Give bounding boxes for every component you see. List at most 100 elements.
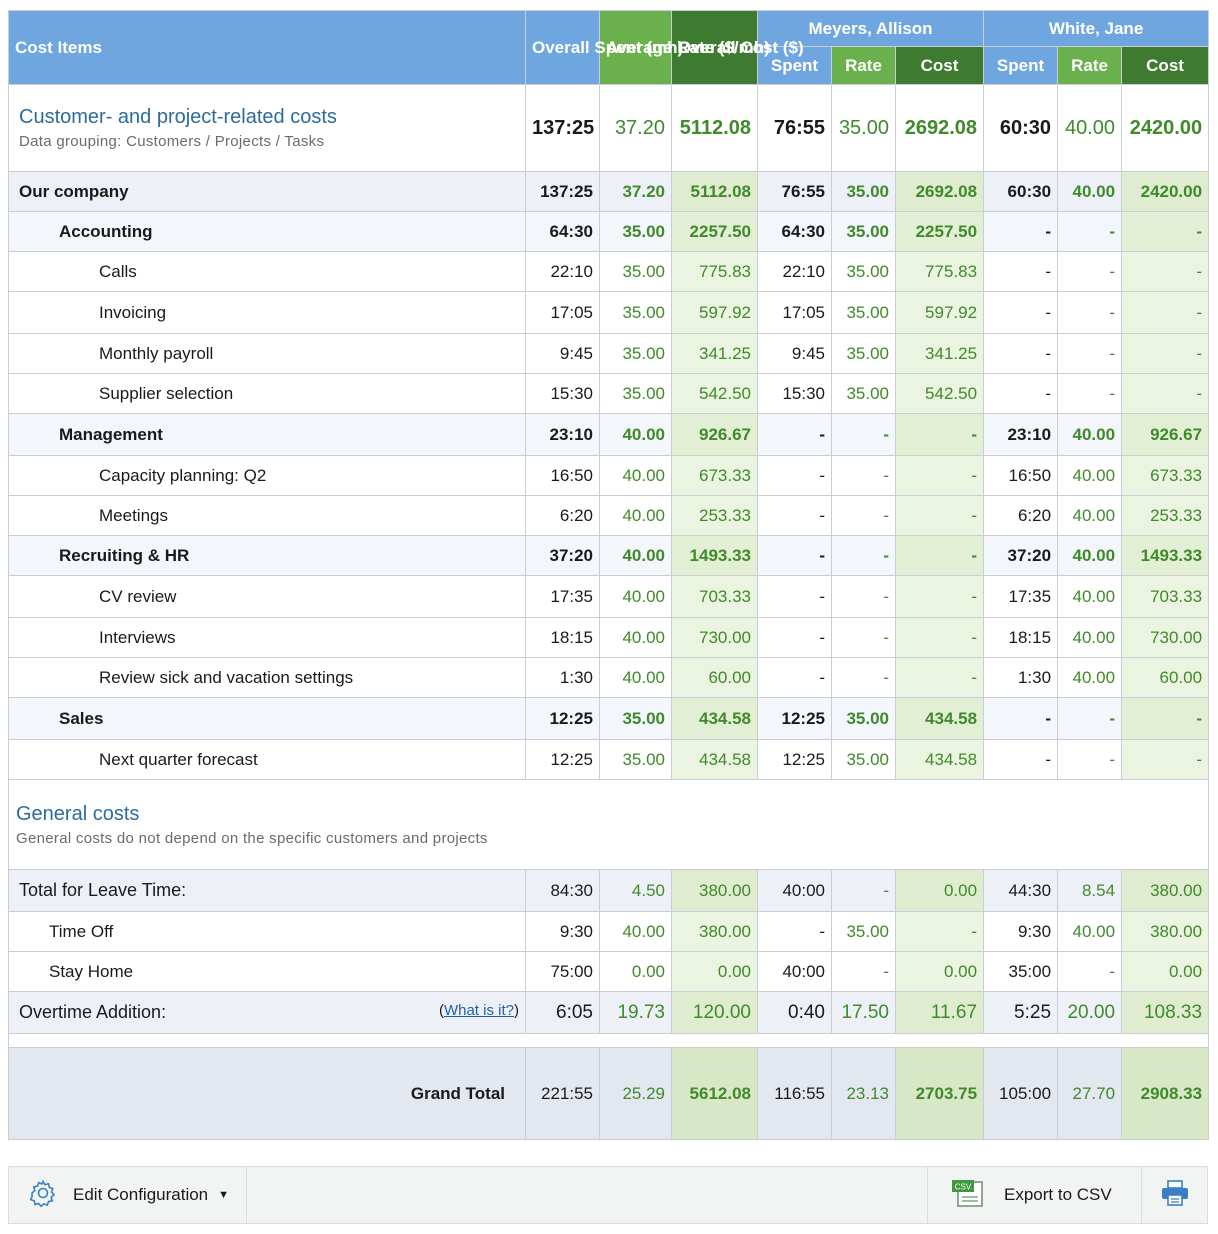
edit-configuration-label: Edit Configuration (73, 1185, 209, 1204)
section-meyers-cost: 2692.08 (894, 84, 985, 172)
cell-meyers-cost: - (894, 575, 985, 618)
group-row: Sales 12:25 35.00 434.58 12:25 35.00 434.58- - - (8, 697, 1210, 740)
cell-overall-spent: 1:30 (525, 657, 600, 698)
cell-average-rate: 40.00 (599, 535, 672, 576)
cell-average-rate: 35.00 (599, 373, 672, 414)
group-row: Management 23:10 40.00 926.67- - -23:10 40.00 9… (8, 413, 1210, 456)
overtime-white-cost: 108.33 (1121, 991, 1210, 1034)
leave-white-cost: 380.00 (1121, 869, 1210, 912)
cell-white-rate: 40.00 (1057, 455, 1123, 496)
edit-configuration-button[interactable]: Edit Configuration ▼ (9, 1167, 247, 1223)
cell-meyers-rate: 35.00 (831, 697, 896, 740)
cell-overall-cost: 60.00 (671, 657, 758, 698)
cell-white-spent: 23:10 (983, 413, 1059, 456)
cell-white-cost: 0.00 (1121, 951, 1210, 992)
cell-white-cost: - (1121, 211, 1210, 252)
leave-total-label: Total for Leave Time: (8, 869, 526, 912)
cell-overall-spent: 18:15 (525, 617, 600, 658)
cell-white-cost: 1493.33 (1121, 535, 1210, 576)
section-project-costs: Customer- and project-related costs Data… (8, 84, 1210, 172)
section-white-spent: 60:30 (983, 84, 1059, 172)
bottom-toolbar: Edit Configuration ▼ CSV Export to CSV (8, 1166, 1208, 1224)
cell-meyers-rate: 35.00 (831, 211, 896, 252)
row-label: Management (8, 413, 526, 456)
caret-down-icon: ▼ (218, 1189, 230, 1201)
leave-row-time-off: Time Off 9:30 40.00 380.00 - 35.00 - 9:3… (8, 911, 1210, 952)
cell-white-rate: 40.00 (1057, 495, 1123, 536)
cell-white-spent: 16:50 (983, 455, 1059, 496)
leave-white-spent: 44:30 (983, 869, 1059, 912)
leave-meyers-cost: 0.00 (894, 869, 985, 912)
cell-meyers-spent: 64:30 (757, 211, 832, 252)
cell-average-rate: 40.00 (599, 575, 672, 618)
cell-meyers-rate: 35.00 (831, 171, 896, 212)
grand-average-rate: 25.29 (599, 1047, 672, 1140)
cell-white-spent: 35:00 (983, 951, 1059, 992)
cell-meyers-rate: - (831, 657, 896, 698)
cell-meyers-cost: - (894, 911, 985, 952)
cell-overall-cost: 673.33 (671, 455, 758, 496)
section-overall-spent: 137:25 (525, 84, 600, 172)
header-cost: Cost (894, 46, 985, 85)
cell-average-rate: 40.00 (599, 657, 672, 698)
header-average-rate: Average Rate ($/mh) (599, 10, 770, 85)
cell-overall-cost: 1493.33 (671, 535, 758, 576)
cell-white-rate: - (1057, 211, 1123, 252)
cell-meyers-spent: - (757, 495, 832, 536)
cell-overall-cost: 597.92 (671, 291, 758, 334)
cell-meyers-cost: - (894, 657, 985, 698)
group-row: Accounting 64:30 35.00 2257.50 64:30 35.00 225… (8, 211, 1210, 252)
cell-overall-spent: 37:20 (525, 535, 600, 576)
row-label: Accounting (8, 211, 526, 252)
overtime-row: Overtime Addition: (What is it?) 6:05 19… (8, 991, 1210, 1034)
cell-meyers-spent: - (757, 413, 832, 456)
what-is-it-link[interactable]: What is it? (443, 1002, 514, 1019)
row-label: Next quarter forecast (8, 739, 526, 780)
cell-overall-cost: 341.25 (671, 333, 758, 374)
cell-white-rate: - (1057, 739, 1123, 780)
cell-meyers-rate: - (831, 413, 896, 456)
cell-overall-cost: 926.67 (671, 413, 758, 456)
cell-white-rate: 40.00 (1057, 575, 1123, 618)
cell-average-rate: 35.00 (599, 697, 672, 740)
group-row: Recruiting & HR 37:20 40.00 1493.33- - -37:20… (8, 535, 1210, 576)
general-costs-cell: General costs General costs do not depen… (7, 779, 1210, 870)
cell-meyers-cost: 341.25 (894, 333, 985, 374)
cell-meyers-spent: 12:25 (757, 739, 832, 780)
export-csv-button[interactable]: CSV Export to CSV (927, 1167, 1142, 1223)
section-average-rate: 37.20 (599, 84, 672, 172)
cell-meyers-spent: 12:25 (757, 697, 832, 740)
grand-meyers-rate: 23.13 (831, 1047, 896, 1140)
task-row: Next quarter forecast 12:25 35.00 434.58 12:… (8, 739, 1210, 780)
cell-white-spent: 17:35 (983, 575, 1059, 618)
cell-overall-spent: 17:05 (525, 291, 600, 334)
cell-meyers-cost: 0.00 (894, 951, 985, 992)
overtime-overall-cost: 120.00 (671, 991, 758, 1034)
cell-white-spent: - (983, 373, 1059, 414)
cell-white-cost: 673.33 (1121, 455, 1210, 496)
cell-overall-spent: 22:10 (525, 251, 600, 292)
overtime-overall-spent: 6:05 (525, 991, 600, 1034)
header-overall-spent: Overall Spent (mh) (525, 10, 683, 85)
cell-overall-spent: 12:25 (525, 739, 600, 780)
header-person-meyers: Meyers, Allison (756, 10, 985, 47)
cell-meyers-cost: 775.83 (894, 251, 985, 292)
section-meyers-spent: 76:55 (757, 84, 832, 172)
general-costs-subtitle: General costs do not depend on the speci… (16, 829, 488, 847)
csv-badge-text: CSV (955, 1182, 972, 1191)
cell-meyers-rate: 35.00 (831, 291, 896, 334)
print-button[interactable] (1142, 1167, 1207, 1223)
leave-overall-cost: 380.00 (671, 869, 758, 912)
overtime-average-rate: 19.73 (599, 991, 672, 1034)
overtime-cell: Overtime Addition: (What is it?) (8, 991, 526, 1034)
cell-meyers-cost: - (894, 535, 985, 576)
section-white-cost: 2420.00 (1121, 84, 1210, 172)
header-overall-cost: Overall Cost ($) (671, 10, 804, 85)
header-rate: Rate (1057, 46, 1123, 85)
grand-total-row: Grand Total 221:55 25.29 5612.08 116:55 … (8, 1047, 1210, 1140)
cell-overall-spent: 12:25 (525, 697, 600, 740)
cell-white-cost: - (1121, 373, 1210, 414)
cell-overall-cost: 0.00 (671, 951, 758, 992)
leave-meyers-spent: 40:00 (757, 869, 832, 912)
cell-overall-cost: 2257.50 (671, 211, 758, 252)
